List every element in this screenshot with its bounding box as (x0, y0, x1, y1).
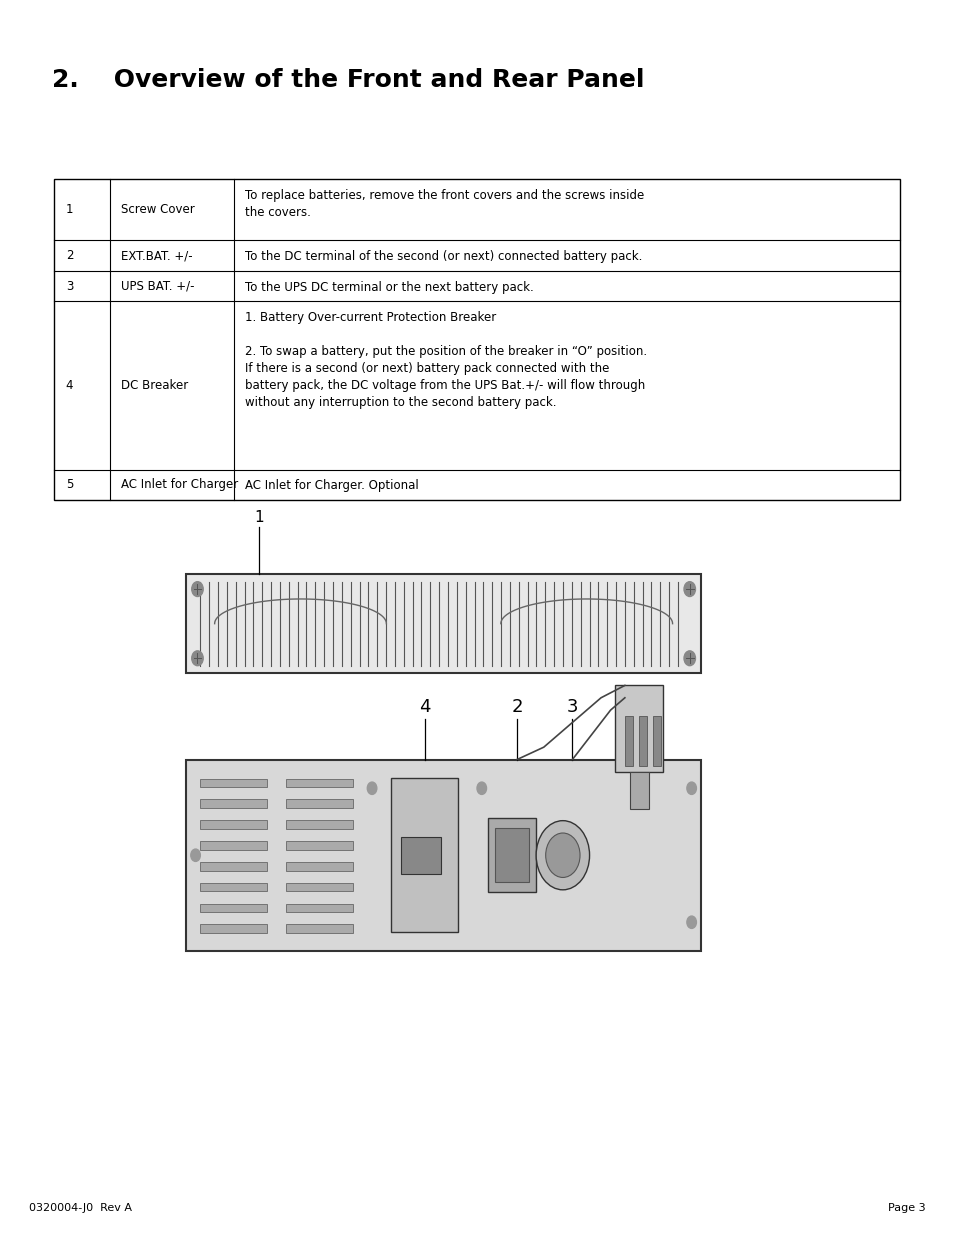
Bar (200, 925, 267, 934)
Text: To the DC terminal of the second (or next) connected battery pack.: To the DC terminal of the second (or nex… (245, 251, 642, 263)
Bar (286, 778, 353, 787)
Circle shape (367, 782, 376, 794)
Text: 2: 2 (66, 249, 73, 262)
Circle shape (683, 651, 695, 666)
Bar (286, 904, 353, 913)
Text: EXT.BAT. +/-: EXT.BAT. +/- (121, 249, 193, 262)
Text: Page 3: Page 3 (887, 1203, 924, 1213)
Text: AC Inlet for Charger: AC Inlet for Charger (121, 478, 238, 492)
Circle shape (683, 582, 695, 597)
Bar (200, 883, 267, 892)
Bar (495, 829, 529, 882)
Bar (286, 841, 353, 850)
Circle shape (476, 782, 486, 794)
Text: DC Breaker: DC Breaker (121, 379, 188, 391)
Bar (286, 820, 353, 829)
Text: To replace batteries, remove the front covers and the screws inside
the covers.: To replace batteries, remove the front c… (245, 189, 644, 219)
Bar (286, 862, 353, 871)
Bar (186, 574, 700, 673)
Circle shape (191, 850, 200, 862)
Bar (488, 819, 536, 892)
Bar (286, 799, 353, 808)
Circle shape (536, 821, 589, 889)
Bar (200, 799, 267, 808)
Text: 0320004-J0  Rev A: 0320004-J0 Rev A (29, 1203, 132, 1213)
Text: 2.    Overview of the Front and Rear Panel: 2. Overview of the Front and Rear Panel (52, 68, 644, 91)
Text: Screw Cover: Screw Cover (121, 203, 194, 216)
Circle shape (545, 832, 579, 877)
Text: To the UPS DC terminal or the next battery pack.: To the UPS DC terminal or the next batte… (245, 280, 534, 294)
Bar (624, 716, 632, 766)
Bar (200, 862, 267, 871)
Bar (54, 179, 899, 500)
Bar (186, 760, 700, 951)
Circle shape (192, 582, 203, 597)
Text: 3: 3 (566, 698, 578, 716)
Bar (615, 685, 662, 772)
Bar (391, 778, 457, 932)
Text: 1: 1 (254, 510, 264, 525)
Bar (200, 820, 267, 829)
Text: 5: 5 (66, 478, 73, 492)
Bar (653, 716, 660, 766)
Circle shape (686, 916, 696, 929)
Bar (639, 716, 646, 766)
Text: 4: 4 (418, 698, 430, 716)
Text: 4: 4 (66, 379, 73, 391)
Text: 2: 2 (511, 698, 522, 716)
Bar (200, 778, 267, 787)
Text: AC Inlet for Charger. Optional: AC Inlet for Charger. Optional (245, 479, 418, 493)
Circle shape (192, 651, 203, 666)
Bar (200, 904, 267, 913)
Text: 1. Battery Over-current Protection Breaker

2. To swap a battery, put the positi: 1. Battery Over-current Protection Break… (245, 311, 647, 409)
Bar (286, 925, 353, 934)
Bar (400, 837, 440, 874)
Bar (629, 772, 648, 809)
Text: UPS BAT. +/-: UPS BAT. +/- (121, 279, 194, 293)
Bar (200, 841, 267, 850)
Text: 3: 3 (66, 279, 73, 293)
Text: 1: 1 (66, 203, 73, 216)
Bar (286, 883, 353, 892)
Circle shape (686, 782, 696, 794)
